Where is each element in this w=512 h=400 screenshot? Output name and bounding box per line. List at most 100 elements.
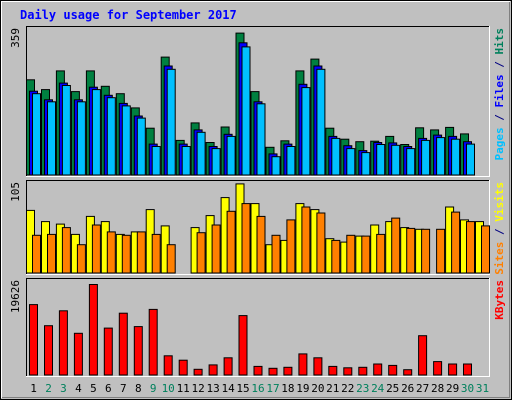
bar-sites-day-23	[361, 235, 371, 274]
bar-pages-day-9	[151, 146, 161, 176]
bar-sites-day-1	[32, 234, 41, 274]
chart-title: Daily usage for September 2017	[20, 8, 237, 22]
day-label-13: 13	[206, 382, 219, 395]
bar-sites-day-30	[466, 221, 475, 274]
bar-kbytes-day-3	[58, 310, 68, 376]
bar-kbytes-day-10	[163, 355, 173, 376]
bar-sites-day-2	[47, 233, 56, 274]
series-sites	[32, 203, 490, 274]
bar-sites-day-9	[151, 233, 161, 274]
bar-sites-day-19	[301, 206, 311, 274]
bar-kbytes-day-29	[448, 363, 458, 376]
series-pages	[32, 46, 475, 176]
series-kbytes	[29, 284, 472, 376]
bar-sites-day-7	[121, 234, 131, 274]
day-label-6: 6	[105, 382, 112, 395]
bar-sites-day-17	[271, 234, 281, 274]
chart-panels	[26, 26, 490, 377]
series-label-part: Visits	[493, 182, 506, 222]
day-label-11: 11	[177, 382, 190, 395]
series-label-part: /	[493, 108, 506, 128]
bar-pages-day-28	[436, 137, 446, 176]
bar-kbytes-day-24	[373, 363, 383, 376]
series-visits	[26, 183, 484, 274]
day-label-28: 28	[431, 382, 444, 395]
day-label-20: 20	[311, 382, 324, 395]
series-label-part: KBytes	[493, 280, 506, 320]
bar-sites-day-8	[136, 231, 146, 274]
panel-max-label: 359	[9, 28, 22, 48]
bar-pages-day-3	[61, 85, 71, 176]
bar-sites-day-21	[331, 239, 341, 274]
day-label-4: 4	[75, 382, 82, 395]
day-label-17: 17	[266, 382, 279, 395]
bar-pages-day-7	[121, 105, 131, 176]
bar-kbytes-day-8	[133, 326, 143, 376]
bar-sites-day-15	[241, 203, 251, 274]
bar-kbytes-day-21	[328, 365, 338, 376]
bar-pages-day-11	[181, 146, 191, 176]
day-label-29: 29	[446, 382, 459, 395]
day-label-31: 31	[476, 382, 489, 395]
bar-pages-day-17	[271, 156, 281, 176]
day-label-21: 21	[326, 382, 339, 395]
day-label-23: 23	[356, 382, 369, 395]
bar-sites-day-28	[436, 228, 446, 274]
bar-kbytes-day-22	[343, 367, 353, 376]
bar-kbytes-day-7	[118, 312, 128, 376]
panel-max-label: 19626	[9, 280, 22, 313]
bar-sites-day-22	[346, 234, 356, 274]
bar-pages-day-15	[241, 46, 251, 176]
bar-sites-day-13	[211, 224, 221, 274]
bar-pages-day-13	[211, 148, 221, 176]
day-label-15: 15	[236, 382, 249, 395]
bar-pages-day-19	[301, 87, 311, 176]
x-axis-day-labels: 1 2 3 4 5 6 7 8 9 10 11 12 13 14 15 16 17 18 19 20 21 22 23 24 2…	[30, 382, 489, 395]
day-label-7: 7	[120, 382, 127, 395]
bar-pages-day-4	[76, 101, 86, 176]
bar-sites-day-10	[166, 244, 176, 274]
bar-pages-day-8	[136, 117, 146, 176]
day-label-12: 12	[191, 382, 204, 395]
bar-kbytes-day-27	[418, 335, 428, 376]
bar-kbytes-day-20	[313, 357, 323, 376]
day-label-1: 1	[30, 382, 37, 395]
bar-kbytes-day-26	[403, 369, 413, 376]
bar-kbytes-day-11	[178, 359, 188, 376]
bar-kbytes-day-16	[253, 365, 263, 376]
bar-kbytes-day-18	[283, 366, 293, 376]
bar-sites-day-4	[76, 244, 86, 274]
bar-pages-day-23	[361, 152, 371, 176]
day-label-10: 10	[162, 382, 175, 395]
bar-sites-day-16	[256, 215, 266, 274]
bar-sites-day-14	[226, 210, 236, 274]
day-label-8: 8	[135, 382, 142, 395]
panel-series-label: Pages / Files / Hits	[493, 28, 506, 161]
day-label-16: 16	[251, 382, 264, 395]
series-label-part: /	[493, 55, 506, 75]
bar-kbytes-day-6	[103, 327, 113, 376]
day-label-30: 30	[461, 382, 474, 395]
bar-kbytes-day-17	[268, 367, 278, 376]
bar-sites-day-20	[316, 212, 326, 274]
bar-kbytes-day-4	[73, 332, 83, 376]
bar-kbytes-day-2	[44, 325, 53, 376]
bar-sites-day-26	[406, 227, 416, 274]
y-axis-labels: 359 Pages / Files / Hits 105 Sites / Visits…	[9, 28, 506, 320]
bar-pages-day-2	[47, 101, 56, 176]
bar-kbytes-day-1	[29, 304, 38, 376]
day-label-5: 5	[90, 382, 97, 395]
day-label-2: 2	[45, 382, 52, 395]
bar-pages-day-22	[346, 148, 356, 176]
day-label-18: 18	[281, 382, 294, 395]
bar-pages-day-21	[331, 137, 341, 176]
day-label-26: 26	[401, 382, 414, 395]
bar-pages-day-29	[451, 138, 461, 176]
bar-pages-day-24	[376, 144, 386, 176]
bar-pages-day-16	[256, 103, 266, 176]
bar-sites-day-5	[91, 224, 101, 274]
panel-series-label: Sites / Visits	[493, 182, 506, 275]
bar-sites-day-24	[376, 233, 386, 274]
day-label-27: 27	[416, 382, 429, 395]
